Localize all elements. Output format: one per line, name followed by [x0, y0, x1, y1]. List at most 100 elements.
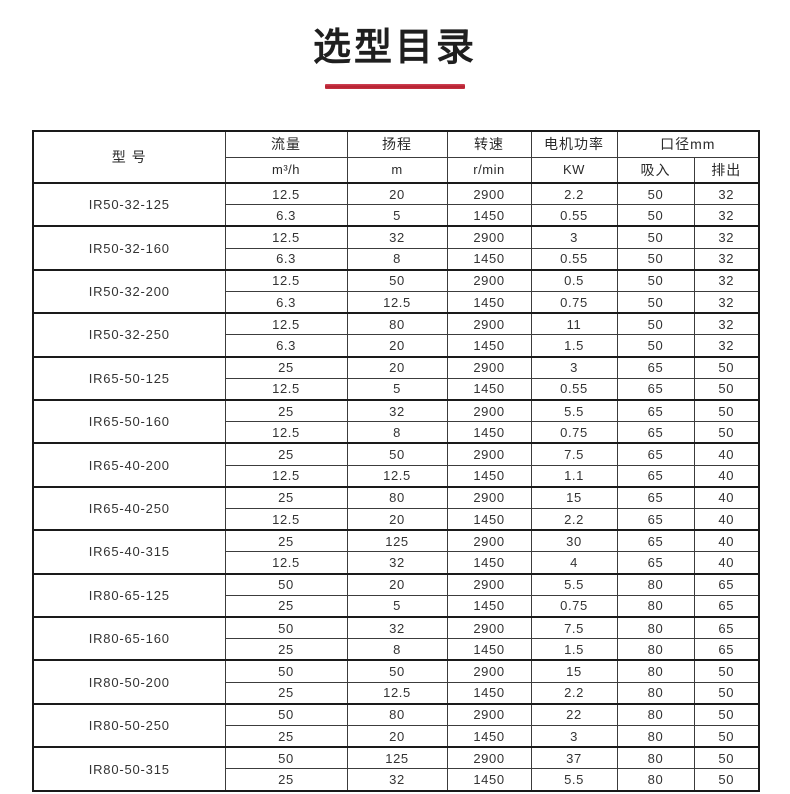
data-cell: 50	[693, 421, 760, 444]
data-cell: 32	[693, 268, 760, 293]
data-cell: 50	[616, 334, 695, 358]
data-cell: 12.5	[346, 681, 448, 705]
data-cell: 80	[346, 702, 448, 727]
data-cell: 12.5	[224, 464, 348, 488]
data-cell: 32	[346, 768, 448, 792]
table-body: IR50-32-125 12.5 20 2900 2.2 50 32 6.3 5 1450 0.55…	[32, 181, 760, 792]
data-cell: 25	[224, 485, 348, 510]
data-cell: 2.2	[530, 182, 618, 206]
data-cell: 80	[616, 638, 695, 661]
data-cell: 65	[616, 508, 695, 531]
col-header-flow: 流量	[224, 130, 348, 158]
data-cell: 50	[224, 616, 348, 640]
table-row: IR80-50-200 50 50 2900 15 80 50	[32, 659, 760, 705]
model-cell: IR50-32-160	[32, 225, 226, 271]
data-cell: 6.3	[224, 334, 348, 358]
data-cell: 32	[693, 291, 760, 314]
data-cell: 0.5	[530, 268, 618, 293]
data-cell: 20	[346, 508, 448, 531]
col-header-power-unit: KW	[530, 156, 618, 184]
data-cell: 50	[346, 268, 448, 293]
table-row: IR50-32-200 12.5 50 2900 0.5 50 32	[32, 268, 760, 314]
title-underline-bar	[325, 84, 465, 89]
data-cell: 0.55	[530, 377, 618, 401]
table-row: 25 8 1450 1.5 80 65	[33, 638, 760, 661]
table-header: 型 号 流量 扬程 转速 电机功率 口径mm m³/h m r/min KW 吸…	[32, 130, 760, 184]
data-cell: 65	[616, 442, 695, 466]
data-cell: 1450	[446, 421, 532, 444]
data-cell: 50	[693, 399, 760, 423]
data-cell: 65	[616, 377, 695, 401]
data-cell: 50	[616, 291, 695, 314]
data-cell: 80	[346, 485, 448, 510]
col-header-power: 电机功率	[530, 130, 618, 158]
data-cell: 12.5	[224, 551, 348, 575]
data-cell: 12.5	[224, 508, 348, 531]
data-cell: 50	[693, 659, 760, 683]
data-cell: 12.5	[224, 182, 348, 206]
data-cell: 1.1	[530, 464, 618, 488]
data-cell: 20	[346, 355, 448, 379]
model-cell: IR50-32-250	[32, 312, 226, 358]
data-cell: 32	[693, 312, 760, 336]
data-cell: 11	[530, 312, 618, 336]
table-row: IR65-40-200 25 50 2900 7.5 65 40	[32, 442, 760, 488]
data-cell: 32	[346, 225, 448, 249]
data-cell: 2900	[446, 442, 532, 466]
data-cell: 25	[224, 638, 348, 661]
data-cell: 5.5	[530, 572, 618, 596]
data-cell: 1450	[446, 551, 532, 575]
data-cell: 80	[616, 768, 695, 792]
data-cell: 25	[224, 399, 348, 423]
data-cell: 0.75	[530, 421, 618, 444]
table-row: 12.5 5 1450 0.55 65 50	[33, 377, 760, 401]
data-cell: 50	[616, 225, 695, 249]
data-cell: 40	[693, 442, 760, 466]
data-cell: 1450	[446, 681, 532, 705]
data-cell: 50	[693, 746, 760, 770]
data-cell: 65	[616, 551, 695, 575]
data-cell: 50	[693, 355, 760, 379]
data-cell: 1450	[446, 334, 532, 358]
data-cell: 2900	[446, 399, 532, 423]
data-cell: 50	[693, 377, 760, 401]
table-row: 25 32 1450 5.5 80 50	[33, 768, 760, 792]
data-cell: 7.5	[530, 442, 618, 466]
data-cell: 20	[346, 725, 448, 748]
data-cell: 32	[693, 334, 760, 358]
data-cell: 4	[530, 551, 618, 575]
data-cell: 65	[616, 464, 695, 488]
data-cell: 80	[616, 746, 695, 770]
table-row: IR80-65-160 50 32 2900 7.5 80 65	[32, 616, 760, 661]
table-row: 6.3 5 1450 0.55 50 32	[33, 204, 760, 227]
data-cell: 50	[693, 725, 760, 748]
data-cell: 25	[224, 442, 348, 466]
data-cell: 125	[346, 746, 448, 770]
data-cell: 2900	[446, 572, 532, 596]
table-row: 12.5 8 1450 0.75 65 50	[33, 421, 760, 444]
data-cell: 50	[693, 681, 760, 705]
table-row: IR65-40-315 25 125 2900 30 65 40	[32, 529, 760, 575]
table-row: IR50-32-125 12.5 20 2900 2.2 50 32	[32, 181, 760, 227]
data-cell: 1450	[446, 247, 532, 271]
table-row: IR80-50-315 50 125 2900 37 80 50	[32, 746, 760, 792]
data-cell: 50	[616, 182, 695, 206]
model-cell: IR65-50-125	[32, 355, 226, 401]
data-cell: 40	[693, 485, 760, 510]
data-cell: 80	[616, 659, 695, 683]
data-cell: 32	[693, 204, 760, 227]
data-cell: 12.5	[224, 377, 348, 401]
col-header-diameter: 口径mm	[616, 130, 760, 158]
col-header-speed-unit: r/min	[446, 156, 532, 184]
model-cell: IR50-32-200	[32, 268, 226, 314]
table-row: 12.5 12.5 1450 1.1 65 40	[33, 464, 760, 488]
table-row: 6.3 12.5 1450 0.75 50 32	[33, 291, 760, 314]
col-header-suction: 吸入	[616, 156, 695, 184]
data-cell: 32	[346, 399, 448, 423]
col-header-flow-unit: m³/h	[224, 156, 348, 184]
data-cell: 1.5	[530, 638, 618, 661]
model-cell: IR80-65-125	[32, 572, 226, 618]
table-row: IR65-50-160 25 32 2900 5.5 65 50	[32, 399, 760, 444]
table-row: IR80-65-125 50 20 2900 5.5 80 65	[32, 572, 760, 618]
